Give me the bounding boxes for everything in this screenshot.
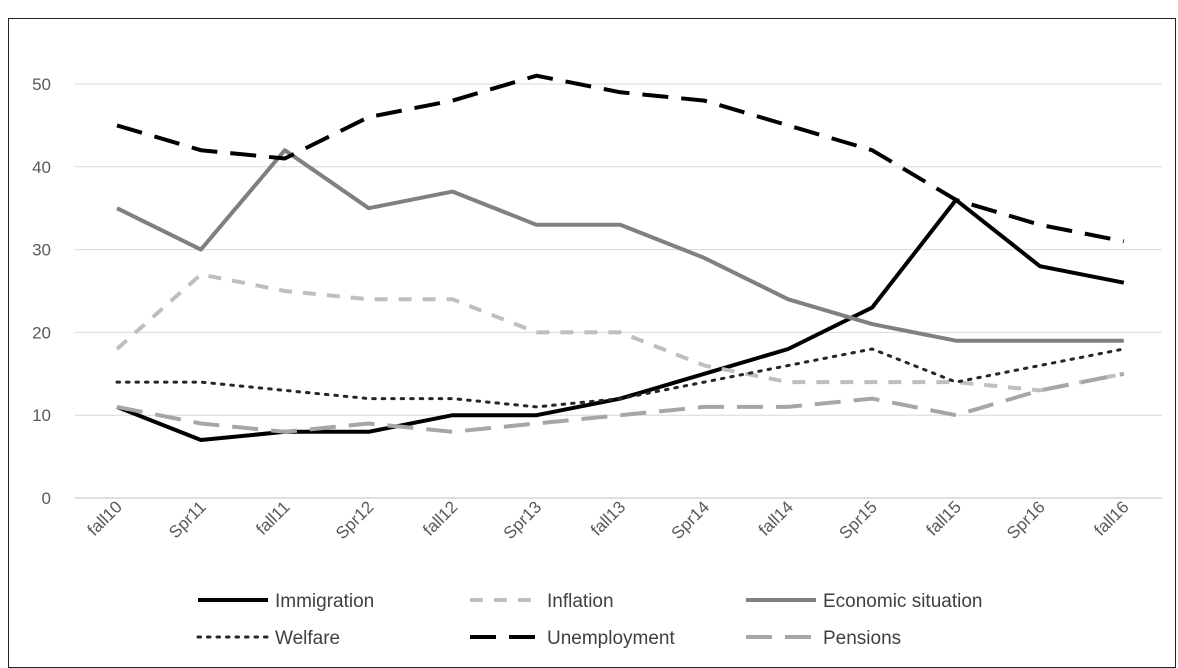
y-axis-ticks: 0 10 20 30 40 50 — [32, 75, 51, 508]
y-tick-label: 0 — [42, 489, 51, 508]
x-tick-label: fall15 — [923, 497, 965, 539]
y-tick-label: 40 — [32, 158, 51, 177]
x-tick-label: fall12 — [419, 497, 461, 539]
legend: Immigration Inflation Economic situation We… — [196, 591, 982, 649]
x-axis-ticks: fall10 Spr11 fall11 Spr12 fall12 Spr13 fall13 S… — [84, 497, 1133, 543]
x-tick-label: Spr15 — [835, 497, 881, 543]
series-line-immigration — [116, 197, 1125, 442]
series-line-inflation — [115, 272, 1125, 393]
series-line-economic-situation — [116, 148, 1124, 343]
legend-label-unemployment: Unemployment — [547, 628, 675, 649]
x-tick-label: fall13 — [587, 497, 629, 539]
legend-label-economic-situation: Economic situation — [823, 591, 982, 612]
gridlines — [75, 83, 1162, 499]
series-lines — [115, 73, 1126, 442]
y-tick-label: 50 — [32, 75, 51, 94]
x-tick-label: Spr12 — [332, 497, 378, 543]
series-line-pensions — [116, 371, 1125, 434]
x-tick-label: fall11 — [252, 497, 293, 538]
x-tick-label: fall14 — [755, 497, 797, 539]
x-tick-label: fall16 — [1090, 497, 1132, 539]
x-tick-label: fall10 — [84, 497, 126, 539]
x-tick-label: Spr16 — [1003, 497, 1049, 543]
series-line-welfare — [115, 347, 1126, 409]
y-tick-label: 20 — [32, 323, 51, 342]
legend-label-immigration: Immigration — [275, 591, 374, 612]
legend-label-pensions: Pensions — [823, 628, 901, 649]
x-tick-label: Spr13 — [500, 497, 546, 543]
y-tick-label: 10 — [32, 406, 51, 425]
legend-label-welfare: Welfare — [275, 628, 340, 649]
x-tick-label: Spr11 — [165, 497, 210, 542]
series-line-unemployment — [116, 73, 1125, 244]
x-tick-label: Spr14 — [668, 497, 714, 543]
y-tick-label: 30 — [32, 241, 51, 260]
legend-label-inflation: Inflation — [547, 591, 614, 612]
